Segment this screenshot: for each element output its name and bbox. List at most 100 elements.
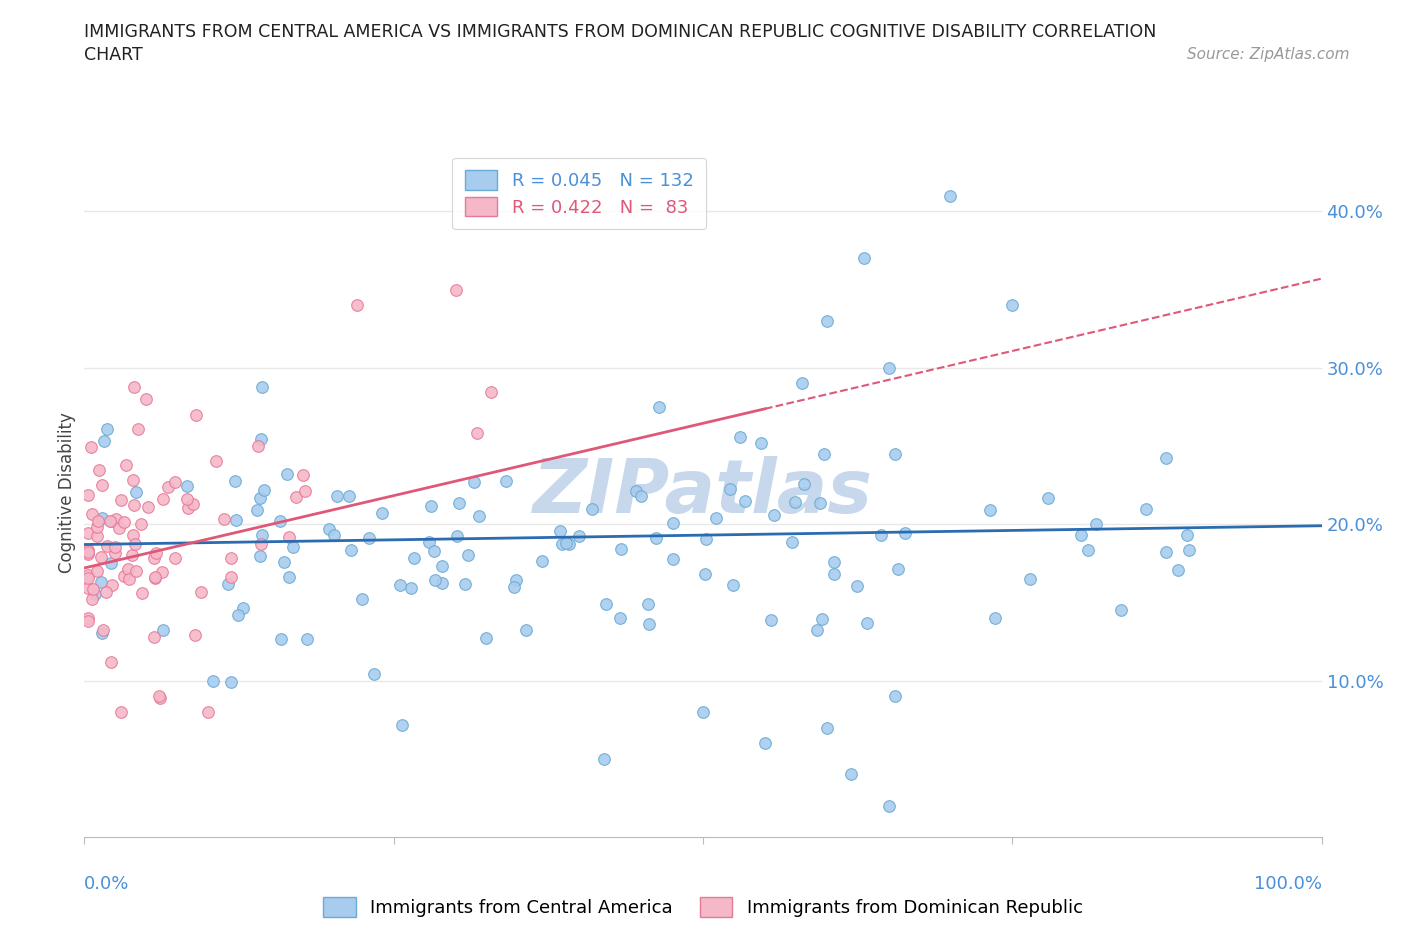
Point	[502, 580, 524, 595]
Point	[555, 535, 578, 550]
Point	[86, 529, 108, 544]
Point	[323, 527, 346, 542]
Point	[201, 674, 224, 689]
Point	[884, 689, 907, 704]
Point	[294, 484, 316, 498]
Point	[93, 434, 115, 449]
Point	[474, 631, 496, 645]
Point	[444, 282, 467, 297]
Point	[277, 570, 299, 585]
Point	[1167, 562, 1189, 577]
Point	[100, 555, 122, 570]
Point	[391, 717, 413, 732]
Point	[246, 439, 269, 454]
Point	[91, 511, 114, 525]
Point	[80, 440, 103, 455]
Point	[276, 467, 298, 482]
Point	[250, 527, 273, 542]
Point	[1018, 572, 1040, 587]
Point	[104, 539, 127, 554]
Point	[249, 491, 271, 506]
Point	[163, 474, 186, 489]
Point	[77, 546, 100, 561]
Point	[143, 630, 166, 644]
Point	[122, 527, 145, 542]
Point	[418, 535, 440, 550]
Point	[363, 666, 385, 681]
Point	[1135, 501, 1157, 516]
Point	[90, 625, 112, 640]
Point	[148, 689, 170, 704]
Point	[122, 498, 145, 513]
Text: ZIPatlas: ZIPatlas	[533, 457, 873, 529]
Legend: Immigrants from Central America, Immigrants from Dominican Republic: Immigrants from Central America, Immigra…	[316, 890, 1090, 924]
Point	[790, 376, 813, 391]
Point	[530, 554, 553, 569]
Point	[110, 704, 132, 719]
Point	[122, 380, 145, 395]
Text: Source: ZipAtlas.com: Source: ZipAtlas.com	[1187, 46, 1350, 61]
Point	[595, 596, 617, 611]
Point	[662, 551, 685, 566]
Point	[150, 565, 173, 579]
Point	[430, 576, 453, 591]
Point	[1111, 603, 1133, 618]
Point	[749, 435, 772, 450]
Point	[662, 515, 685, 530]
Point	[808, 495, 831, 510]
Point	[734, 494, 756, 509]
Point	[548, 524, 571, 538]
Point	[759, 612, 782, 627]
Point	[181, 497, 204, 512]
Point	[780, 535, 803, 550]
Point	[129, 516, 152, 531]
Point	[86, 564, 108, 578]
Point	[557, 537, 579, 551]
Point	[90, 575, 112, 590]
Point	[226, 608, 249, 623]
Point	[145, 571, 167, 586]
Point	[217, 577, 239, 591]
Point	[138, 500, 160, 515]
Point	[152, 623, 174, 638]
Point	[77, 487, 100, 502]
Point	[648, 400, 671, 415]
Point	[609, 610, 631, 625]
Point	[637, 596, 659, 611]
Point	[1154, 450, 1177, 465]
Point	[104, 512, 127, 527]
Point	[273, 555, 295, 570]
Point	[224, 473, 246, 488]
Point	[815, 313, 838, 328]
Point	[80, 507, 103, 522]
Point	[77, 610, 100, 625]
Point	[1036, 491, 1059, 506]
Point	[823, 566, 845, 581]
Point	[463, 475, 485, 490]
Point	[852, 251, 875, 266]
Point	[630, 489, 652, 504]
Point	[284, 489, 307, 504]
Point	[692, 704, 714, 719]
Point	[112, 515, 135, 530]
Point	[127, 421, 149, 436]
Point	[465, 426, 488, 441]
Point	[77, 571, 100, 586]
Point	[624, 484, 647, 498]
Point	[430, 559, 453, 574]
Point	[704, 511, 727, 525]
Point	[221, 551, 243, 565]
Point	[89, 462, 111, 477]
Text: CHART: CHART	[84, 46, 143, 64]
Point	[117, 562, 139, 577]
Point	[1070, 527, 1092, 542]
Point	[253, 483, 276, 498]
Point	[340, 543, 363, 558]
Point	[446, 529, 468, 544]
Point	[841, 767, 863, 782]
Point	[125, 564, 148, 578]
Point	[190, 585, 212, 600]
Point	[135, 392, 157, 406]
Point	[269, 513, 291, 528]
Point	[454, 577, 477, 591]
